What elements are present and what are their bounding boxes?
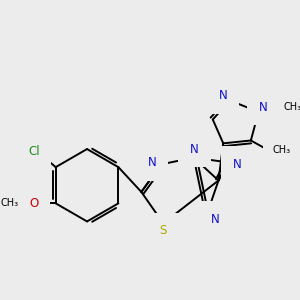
Text: N: N [211,213,220,226]
Text: O: O [29,197,38,210]
Text: N: N [219,89,228,102]
Text: CH₃: CH₃ [272,145,290,155]
Text: CH₃: CH₃ [284,102,300,112]
Text: Cl: Cl [28,146,40,158]
Text: N: N [147,156,156,169]
Text: N: N [190,142,199,155]
Text: N: N [259,100,268,114]
Text: CH₃: CH₃ [1,198,19,208]
Text: N: N [233,158,242,171]
Text: S: S [160,224,167,238]
